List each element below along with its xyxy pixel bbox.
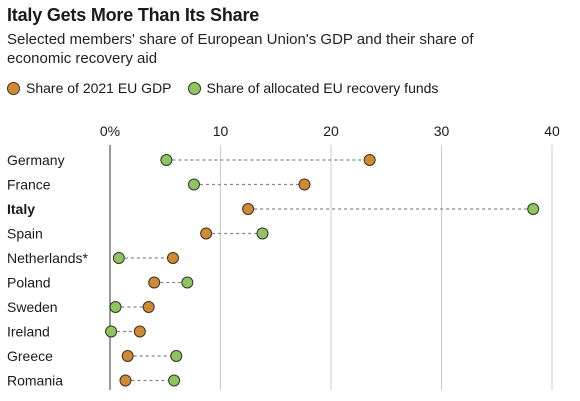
country-label-sweden: Sweden (7, 299, 58, 315)
chart-subtitle: Selected members' share of European Unio… (7, 31, 474, 67)
gdp-dot-netherlands (166, 252, 179, 264)
legend-item-recovery: Share of allocated EU recovery funds (187, 80, 439, 96)
x-tick-label-20: 20 (323, 123, 339, 139)
country-label-netherlands: Netherlands* (7, 250, 88, 266)
x-tick-label-0: 0% (100, 123, 120, 139)
legend-swatch-gdp (7, 81, 20, 95)
gdp-dot-greece (121, 350, 134, 362)
gdp-dot-romania (119, 374, 132, 387)
recovery-dot-italy (527, 203, 540, 215)
x-tick-label-30: 30 (434, 123, 450, 139)
gdp-dot-germany (363, 154, 376, 166)
country-label-spain: Spain (7, 226, 43, 242)
recovery-dot-greece (170, 350, 183, 362)
legend-item-gdp: Share of 2021 EU GDP (7, 80, 172, 96)
recovery-dot-netherlands (112, 252, 125, 264)
country-label-romania: Romania (7, 373, 63, 389)
country-label-france: France (7, 177, 51, 193)
recovery-dot-spain (256, 227, 269, 240)
gdp-dot-ireland (133, 325, 146, 338)
recovery-dot-france (187, 178, 200, 191)
recovery-dot-germany (160, 154, 173, 166)
recovery-dot-poland (181, 276, 194, 289)
legend-label-recovery: Share of allocated EU recovery funds (206, 80, 439, 96)
gdp-dot-spain (200, 227, 213, 240)
legend-swatch-recovery (187, 81, 201, 95)
recovery-dot-sweden (109, 301, 122, 313)
legend: Share of 2021 EU GDP Share of allocated … (7, 80, 454, 96)
country-label-italy: Italy (7, 201, 35, 217)
country-label-poland: Poland (7, 275, 51, 291)
gdp-dot-italy (242, 203, 255, 215)
x-tick-label-10: 10 (213, 123, 229, 139)
country-label-germany: Germany (7, 152, 65, 168)
country-label-greece: Greece (7, 348, 53, 364)
gdp-dot-sweden (142, 301, 155, 313)
x-tick-label-40: 40 (544, 123, 560, 139)
recovery-dot-ireland (105, 325, 118, 338)
country-label-ireland: Ireland (7, 324, 50, 340)
gdp-dot-poland (148, 276, 161, 289)
gdp-dot-france (298, 178, 311, 191)
legend-label-gdp: Share of 2021 EU GDP (26, 80, 172, 96)
chart-title: Italy Gets More Than Its Share (7, 5, 260, 25)
recovery-dot-romania (168, 374, 181, 387)
